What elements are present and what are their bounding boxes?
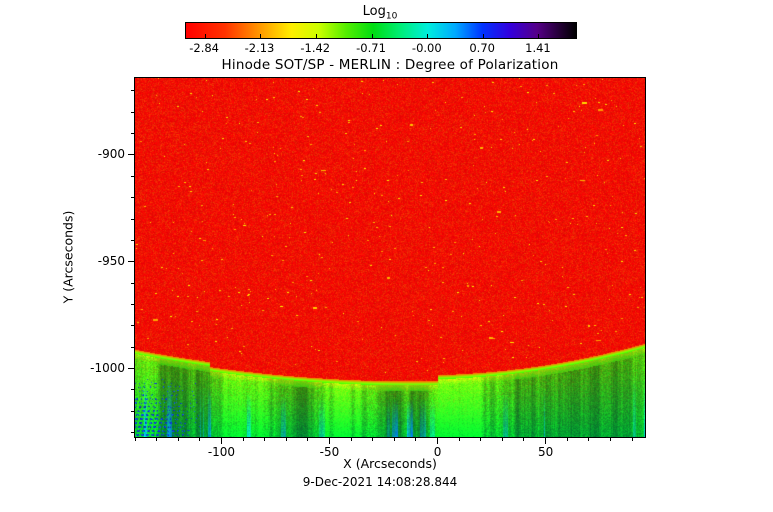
y-axis-tick (131, 432, 135, 434)
heatmap-plot: -100 -50 0 50 -900 -950 -1000 (90, 77, 646, 459)
plot-title: Hinode SOT/SP - MERLIN : Degree of Polar… (221, 57, 559, 73)
y-axis-tick (131, 282, 135, 284)
x-axis-tick (458, 437, 460, 441)
x-axis-tick (588, 437, 590, 441)
y-axis-tick (128, 261, 135, 263)
x-tick-label: 0 (433, 445, 442, 459)
x-tick-label: -100 (207, 445, 236, 459)
x-axis-tick (523, 437, 525, 441)
x-axis-tick (307, 437, 309, 441)
colorbar-tick-mark (427, 34, 429, 38)
y-axis-tick (131, 133, 135, 135)
x-tick-label: 50 (537, 445, 554, 459)
x-axis-label: X (Arcseconds) (343, 456, 437, 471)
x-axis-tick (545, 437, 547, 444)
colorbar-tick-label: 1.41 (525, 41, 551, 55)
y-axis-tick (131, 325, 135, 327)
x-axis-tick (220, 437, 222, 444)
colorbar-tick-label: -1.42 (300, 41, 331, 55)
x-axis-tick (437, 437, 439, 444)
x-axis-tick (372, 437, 374, 441)
x-axis-tick (285, 437, 287, 441)
y-axis-tick (128, 368, 135, 370)
x-axis-tick (199, 437, 201, 441)
colorbar-title: Log10 (185, 4, 575, 22)
x-axis-tick (350, 437, 352, 441)
x-axis-tick (415, 437, 417, 441)
x-tick-label: -50 (319, 445, 340, 459)
y-axis-tick (131, 389, 135, 391)
y-axis-label: Y (Arcseconds) (60, 210, 76, 304)
colorbar-tick-mark (538, 34, 540, 38)
colorbar-tick-label: -2.84 (189, 41, 219, 55)
x-axis-tick (480, 437, 482, 441)
y-axis-tick (131, 410, 135, 412)
x-axis-tick (156, 437, 158, 441)
colorbar-tick-mark (482, 34, 484, 38)
observation-timestamp: 9-Dec-2021 14:08:28.844 (302, 475, 458, 489)
x-axis-tick (177, 437, 179, 441)
x-axis-tick (393, 437, 395, 441)
y-axis-tick (131, 239, 135, 241)
colorbar-tick-label: -2.13 (244, 41, 275, 55)
x-axis-tick (328, 437, 330, 444)
heatmap-image (135, 78, 645, 437)
colorbar-title-sub: 10 (385, 11, 398, 22)
colorbar-tick-mark (315, 34, 317, 38)
y-axis-tick (131, 304, 135, 305)
x-axis-tick (501, 437, 503, 441)
colorbar-tick-mark (204, 34, 206, 38)
colorbar-tick-label: 0.70 (469, 41, 495, 55)
y-axis-tick (128, 154, 135, 156)
y-tick-label: -950 (97, 253, 125, 268)
y-axis-tick (131, 90, 135, 92)
x-axis-tick (264, 437, 266, 441)
colorbar-tick-label: -0.71 (356, 41, 386, 55)
colorbar-tick-row: -2.84 -2.13 -1.42 -0.71 -0.00 0.70 1.41 (185, 41, 575, 55)
y-axis-tick (131, 218, 135, 220)
colorbar-tick-mark (371, 34, 373, 38)
colorbar-tick-mark (259, 34, 261, 38)
x-axis-tick (134, 437, 136, 441)
y-tick-label: -1000 (90, 360, 125, 375)
y-tick-label: -900 (97, 146, 125, 161)
y-axis-tick (131, 197, 135, 199)
x-axis-tick (631, 437, 633, 441)
x-axis-tick (566, 437, 568, 441)
y-axis-tick (131, 111, 135, 113)
x-axis-tick (242, 437, 244, 441)
colorbar-gradient (185, 22, 577, 39)
y-axis-tick (131, 175, 135, 177)
colorbar-title-main: Log (362, 4, 386, 19)
y-axis-tick (131, 346, 135, 348)
colorbar-tick-label: -0.00 (411, 41, 442, 55)
x-axis-tick (609, 437, 611, 441)
